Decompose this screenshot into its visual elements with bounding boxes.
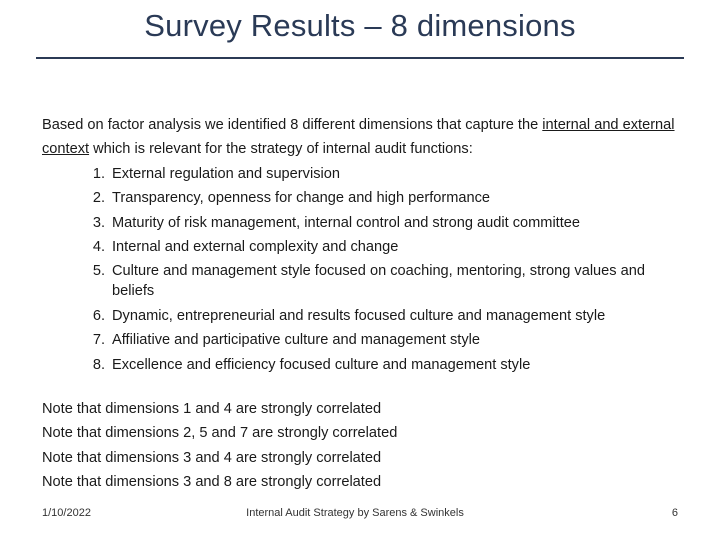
item-text: Maturity of risk management, internal co… (112, 214, 581, 231)
list-item: 3. Maturity of risk management, internal … (42, 211, 682, 235)
item-number: 3. (92, 214, 105, 231)
list-item: 6. Dynamic, entrepreneurial and results f… (42, 304, 682, 328)
intro-before: Based on factor analysis we identified 8… (42, 117, 543, 133)
list-item: 8. Excellence and efficiency focused cult… (42, 353, 682, 377)
list-item: 5. Culture and management style focused o… (42, 259, 682, 303)
intro-paragraph: Based on factor analysis we identified 8… (42, 113, 682, 162)
note-line: Note that dimensions 2, 5 and 7 are stro… (42, 425, 398, 442)
item-number: 1. (92, 165, 105, 182)
item-text: Culture and management style focused on … (112, 263, 645, 300)
item-number: 7. (92, 332, 105, 349)
item-text: Dynamic, entrepreneurial and results foc… (112, 307, 606, 324)
item-text: Excellence and efficiency focused cultur… (112, 356, 531, 373)
item-number: 2. (92, 190, 105, 207)
item-number: 8. (92, 356, 105, 373)
item-text: Affiliative and participative culture an… (112, 332, 481, 349)
title-divider (36, 57, 684, 59)
footer-title: Internal Audit Strategy by Sarens & Swin… (246, 507, 464, 519)
intro-after: which is relevant for the strategy of in… (89, 141, 473, 158)
slide-title: Survey Results – 8 dimensions (144, 8, 576, 43)
note-line: Note that dimensions 1 and 4 are strongl… (42, 401, 382, 417)
body-text: Based on factor analysis we identified 8… (42, 113, 682, 377)
dimension-list: 1. External regulation and supervision 2.… (42, 162, 682, 377)
correlation-notes: Note that dimensions 1 and 4 are strongl… (42, 397, 397, 495)
intro-underlined: internal and external context (42, 117, 675, 158)
item-number: 5. (92, 263, 105, 280)
list-item: 7. Affiliative and participative culture … (42, 328, 682, 352)
item-number: 6. (92, 307, 105, 324)
footer-date: 1/10/2022 (42, 507, 91, 519)
page-number: 6 (671, 507, 678, 519)
list-item: 2. Transparency, openness for change and … (42, 186, 682, 210)
list-item: 4. Internal and external complexity and c… (42, 235, 682, 259)
list-item: 1. External regulation and supervision (42, 162, 682, 186)
item-text: External regulation and supervision (112, 165, 340, 182)
note-line: Note that dimensions 3 and 4 are strongl… (42, 449, 382, 466)
item-number: 4. (92, 239, 105, 256)
note-line: Note that dimensions 3 and 8 are strongl… (42, 474, 382, 491)
item-text: Internal and external complexity and cha… (112, 239, 399, 256)
item-text: Transparency, openness for change and hi… (112, 190, 491, 207)
